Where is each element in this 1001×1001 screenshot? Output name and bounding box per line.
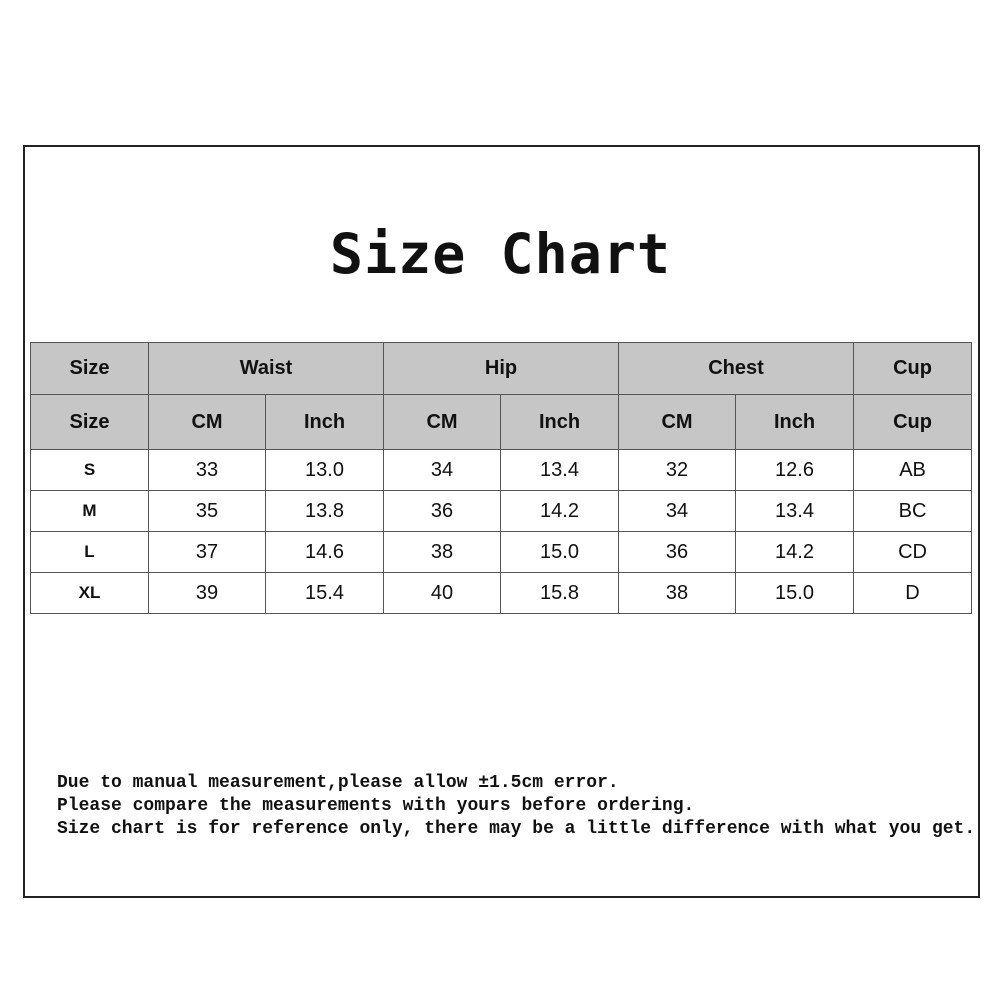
table-cell: 34 [383, 449, 502, 491]
table-cell: 15.0 [735, 572, 855, 614]
header-cell: Chest [618, 342, 855, 395]
table-cell: 32 [618, 449, 737, 491]
table-cell: 36 [618, 531, 737, 573]
table-cell: 37 [148, 531, 266, 573]
table-cell: 40 [383, 572, 502, 614]
table-cell: 15.0 [500, 531, 620, 573]
size-label-cell: M [30, 490, 149, 532]
table-cell: 12.6 [735, 449, 855, 491]
subheader-cell: Inch [735, 394, 855, 450]
page-title: Size Chart [329, 222, 672, 286]
table-cell: D [853, 572, 973, 614]
table-cell: 13.4 [735, 490, 855, 532]
chart-frame [23, 145, 980, 898]
subheader-cell: CM [148, 394, 266, 450]
table-cell: 33 [148, 449, 266, 491]
notes: Due to manual measurement,please allow ±… [57, 772, 975, 841]
subheader-cell: Inch [500, 394, 620, 450]
subheader-cell: CM [383, 394, 502, 450]
table-row: XL 39 15.4 40 15.8 38 15.0 D [30, 572, 973, 614]
table-cell: 13.8 [264, 490, 385, 532]
size-label-cell: XL [30, 572, 149, 614]
table-cell: 35 [148, 490, 266, 532]
note-line: Due to manual measurement,please allow ±… [57, 773, 619, 793]
table-row: S 33 13.0 34 13.4 32 12.6 AB [30, 449, 973, 491]
table-cell: 39 [148, 572, 266, 614]
table-cell: AB [853, 449, 973, 491]
table-row: M 35 13.8 36 14.2 34 13.4 BC [30, 490, 973, 532]
table-cell: CD [853, 531, 973, 573]
table-cell: 14.2 [735, 531, 855, 573]
size-label-cell: L [30, 531, 149, 573]
table-cell: 15.8 [500, 572, 620, 614]
header-row-top: Size Waist Hip Chest Cup [30, 342, 973, 395]
note-line: Please compare the measurements with you… [57, 796, 695, 816]
size-table: Size Waist Hip Chest Cup Size CM Inch CM Inc… [30, 342, 973, 614]
table-cell: 14.6 [264, 531, 385, 573]
header-cell: Size [30, 342, 149, 395]
table-cell: 14.2 [500, 490, 620, 532]
table-cell: 13.0 [264, 449, 385, 491]
subheader-cell: Inch [264, 394, 385, 450]
table-cell: 38 [618, 572, 737, 614]
subheader-cell: CM [618, 394, 737, 450]
header-cell: Waist [147, 342, 385, 395]
subheader-cell: Cup [853, 394, 973, 450]
table-cell: 13.4 [500, 449, 620, 491]
header-cell: Hip [383, 342, 620, 395]
header-cell: Cup [853, 342, 973, 395]
subheader-cell: Size [30, 394, 149, 450]
table-cell: 36 [383, 490, 502, 532]
table-cell: 38 [383, 531, 502, 573]
header-row-sub: Size CM Inch CM Inch CM Inch Cup [30, 394, 973, 450]
note-line: Size chart is for reference only, there … [57, 819, 976, 839]
table-cell: 15.4 [264, 572, 385, 614]
table-cell: BC [853, 490, 973, 532]
table-row: L 37 14.6 38 15.0 36 14.2 CD [30, 531, 973, 573]
table-cell: 34 [618, 490, 737, 532]
size-label-cell: S [30, 449, 149, 491]
